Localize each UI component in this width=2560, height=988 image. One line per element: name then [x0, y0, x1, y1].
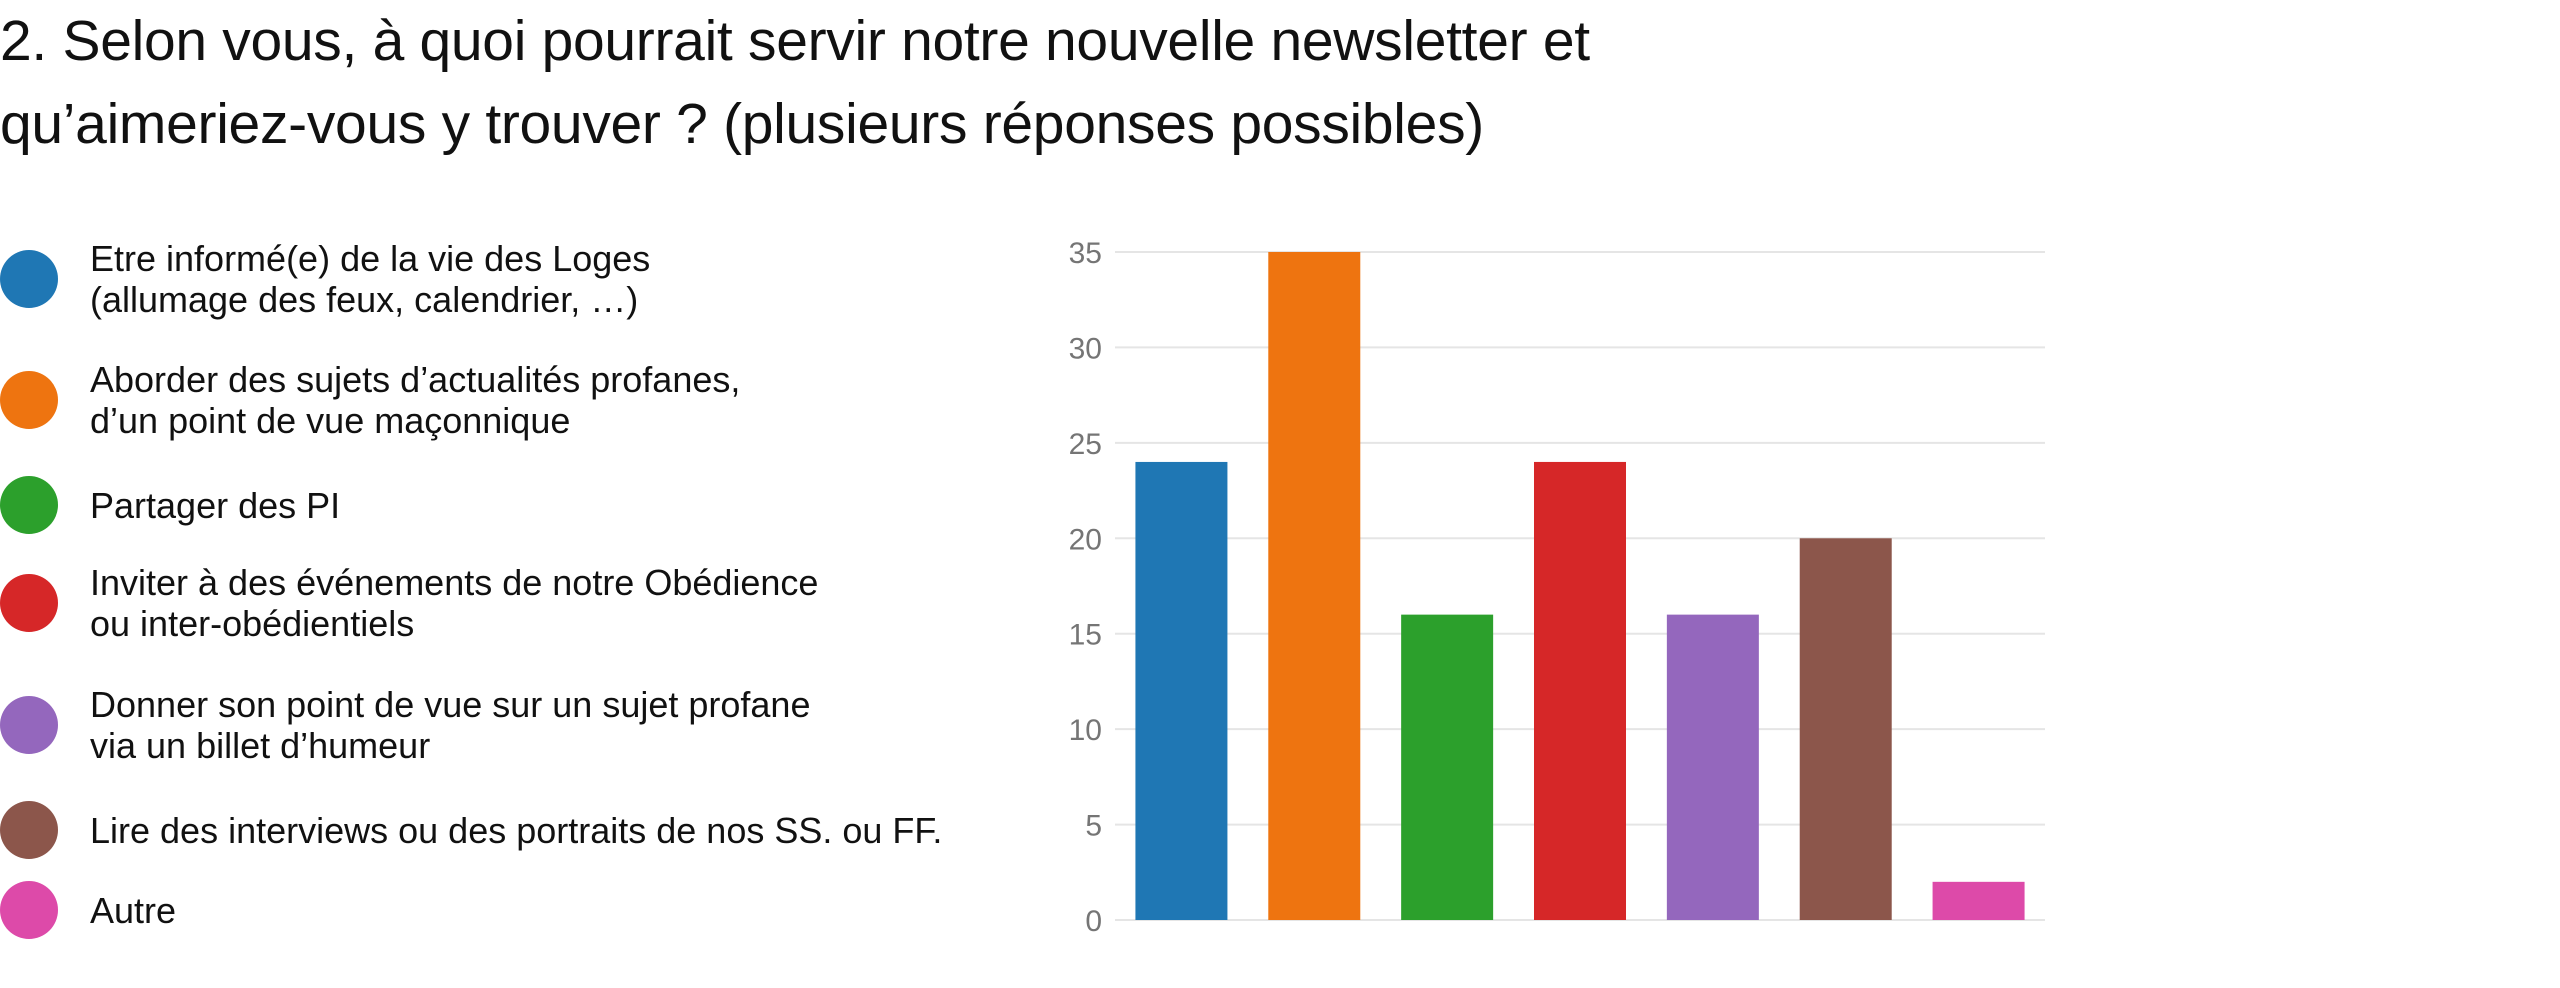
bar-6 [1799, 538, 1892, 920]
bars [1135, 252, 2025, 920]
legend-dot-1 [0, 250, 58, 308]
legend-item-2: Aborder des sujets d’actualités profanes… [0, 359, 740, 441]
y-tick-label-0: 0 [1085, 905, 1102, 938]
bar-3 [1401, 614, 1494, 920]
legend-label-1: Etre informé(e) de la vie des Loges (all… [90, 238, 651, 320]
y-tick-label-5: 5 [1085, 810, 1102, 843]
y-axis-tick-labels: 0 5 10 15 20 25 30 35 [1069, 237, 1102, 938]
legend-label-4: Inviter à des événements de notre Obédie… [90, 562, 819, 644]
legend-dot-2 [0, 371, 58, 429]
bar-5 [1666, 614, 1759, 920]
legend-item-1: Etre informé(e) de la vie des Loges (all… [0, 238, 650, 320]
legend-label-6: Lire des interviews ou des portraits de … [90, 809, 943, 851]
legend-dot-6 [0, 801, 58, 859]
legend-item-6: Lire des interviews ou des portraits de … [0, 801, 942, 859]
legend-item-4: Inviter à des événements de notre Obédie… [0, 562, 818, 644]
title-line-1: 2. Selon vous, à quoi pourrait servir no… [0, 9, 1590, 73]
y-tick-label-20: 20 [1069, 523, 1102, 556]
bar-4 [1534, 461, 1626, 920]
legend-label-2: Aborder des sujets d’actualités profanes… [90, 359, 741, 441]
title-line-2: qu’aimeriez-vous y trouver ? (plusieurs … [0, 92, 1484, 156]
legend-label-5: Donner son point de vue sur un sujet pro… [90, 684, 811, 766]
y-tick-label-30: 30 [1069, 332, 1102, 365]
legend-dot-7 [0, 881, 58, 939]
legend-dot-5 [0, 696, 58, 754]
bar-1 [1135, 461, 1228, 920]
legend-label-7: Autre [90, 889, 177, 931]
legend: Etre informé(e) de la vie des Loges (all… [0, 0, 1000, 988]
chart-title: 2. Selon vous, à quoi pourrait servir no… [0, 0, 1900, 166]
legend-item-7: Autre [0, 881, 176, 939]
y-tick-label-10: 10 [1069, 714, 1102, 747]
legend-item-3: Partager des PI [0, 476, 340, 534]
y-tick-label-15: 15 [1069, 619, 1102, 652]
legend-item-5: Donner son point de vue sur un sujet pro… [0, 684, 810, 766]
legend-dot-3 [0, 476, 58, 534]
y-tick-label-25: 25 [1069, 428, 1102, 461]
bar-7 [1932, 881, 2025, 920]
legend-dot-4 [0, 574, 58, 632]
y-tick-label-35: 35 [1069, 237, 1102, 270]
legend-label-3: Partager des PI [90, 484, 341, 526]
bar-2 [1268, 252, 1361, 920]
